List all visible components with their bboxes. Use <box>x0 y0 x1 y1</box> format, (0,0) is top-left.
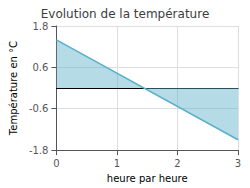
svg-text:0: 0 <box>53 158 59 169</box>
svg-text:1.8: 1.8 <box>33 21 49 32</box>
svg-text:1: 1 <box>114 158 120 169</box>
svg-text:Evolution de la température: Evolution de la température <box>41 7 210 21</box>
svg-text:0.6: 0.6 <box>33 62 49 73</box>
svg-text:Température en °C: Température en °C <box>8 41 19 136</box>
svg-text:3: 3 <box>235 158 241 169</box>
svg-text:heure par heure: heure par heure <box>107 173 188 184</box>
svg-text:2: 2 <box>174 158 180 169</box>
svg-text:-0.6: -0.6 <box>29 103 49 114</box>
svg-text:-1.8: -1.8 <box>29 145 49 156</box>
